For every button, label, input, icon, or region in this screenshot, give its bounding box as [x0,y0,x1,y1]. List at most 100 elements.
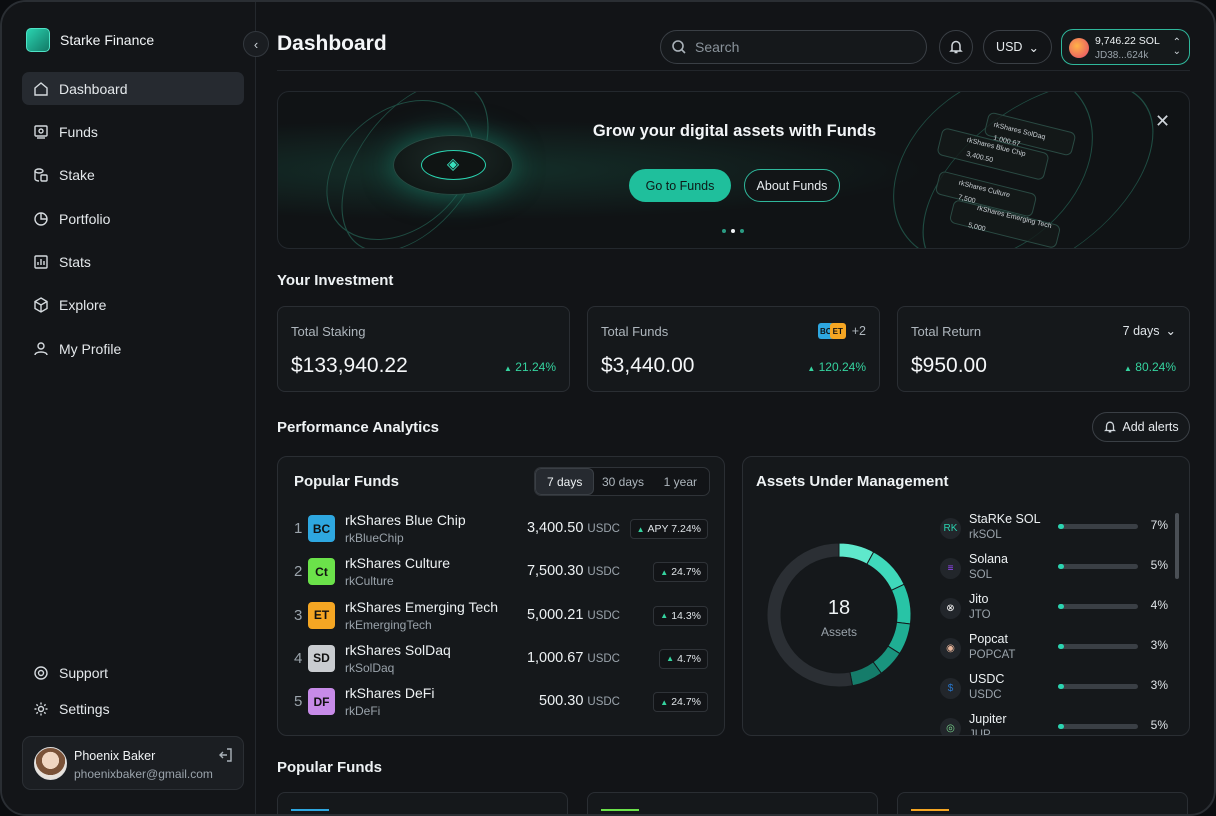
currency-value: USD [996,40,1023,54]
sidebar-item-funds[interactable]: Funds [22,115,244,148]
total-return-card: Total Return 7 days ⌄ $950.00 ▲ 80.24% [897,306,1190,392]
fund-ticker: rkCulture [345,574,394,589]
user-icon [33,341,49,357]
sidebar-item-label: Stats [59,254,91,271]
sidebar-item-label: Stake [59,167,95,184]
asset-row[interactable]: ◎ Jupiter JUP 5% [940,712,1168,735]
up-triangle-icon: ▲ [660,567,669,577]
close-icon[interactable]: ✕ [1155,111,1171,131]
tab-7-days[interactable]: 7 days [535,468,595,495]
donut-segment[interactable] [866,551,905,591]
extra-funds-count: +2 [851,324,866,338]
change-value: 21.24% [515,360,556,374]
card-value: $3,440.00 [601,354,695,377]
asset-icon: ⊗ [940,598,961,619]
about-funds-button[interactable]: About Funds [744,169,840,202]
fund-card[interactable] [897,792,1188,814]
asset-icon: ◎ [940,718,961,735]
search-input[interactable] [695,39,895,55]
asset-row[interactable]: RK StaRKe SOL rkSOL 7% [940,512,1168,546]
logout-icon[interactable] [217,747,233,763]
pie-chart-icon [33,211,49,227]
aum-panel: Assets Under Management 18 Assets RK StaR… [742,456,1190,736]
fund-value: 3,400.50 USDC [527,520,620,536]
asset-ticker: USDC [969,689,1002,701]
fund-unit: USDC [587,696,620,709]
sidebar-item-support[interactable]: Support [22,656,244,689]
period-select[interactable]: 7 days ⌄ [1123,323,1176,339]
tab-1-year[interactable]: 1 year [663,474,697,489]
fund-unit: USDC [587,566,620,579]
fund-amount: 500.30 [539,693,584,710]
change-value: 80.24% [1135,360,1176,374]
fund-card[interactable] [277,792,568,814]
collapse-sidebar-button[interactable]: ‹ [243,31,269,57]
chevron-left-icon: ‹ [253,36,259,52]
carousel-dot[interactable] [722,229,726,233]
brand[interactable]: Starke Finance [26,28,154,52]
fund-value: 500.30 USDC [539,693,620,709]
fund-row[interactable]: 4 SD rkShares SolDaq rkSolDaq 1,000.67 USDC ▲ 4… [294,640,708,676]
asset-share-bar-fill [1058,724,1064,729]
sidebar-item-my-profile[interactable]: My Profile [22,332,244,365]
add-alerts-button[interactable]: Add alerts [1092,412,1190,442]
fund-change-chip: ▲ 14.3% [653,605,708,626]
up-triangle-icon: ▲ [636,524,645,534]
brand-name: Starke Finance [60,32,155,48]
go-to-funds-button[interactable]: Go to Funds [629,169,731,202]
sidebar-item-stake[interactable]: Stake [22,159,244,192]
fund-change: 4.7% [677,652,701,665]
analytics-title: Performance Analytics [277,419,440,436]
asset-row[interactable]: ≡ Solana SOL 5% [940,552,1168,586]
sidebar-item-stats[interactable]: Stats [22,246,244,279]
fund-amount: 3,400.50 [526,520,584,536]
fund-card[interactable] [587,792,878,814]
asset-row[interactable]: $ USDC USDC 3% [940,672,1168,706]
asset-share-bar-fill [1058,564,1064,569]
fund-change-chip: ▲ APY 7.24% [629,519,708,539]
wallet-button[interactable]: 9,746.22 SOL JD38...624k ⌃ ⌄ [1061,29,1190,65]
asset-row[interactable]: ◉ Popcat POPCAT 3% [940,632,1168,666]
wallet-avatar-icon [1069,38,1089,58]
fund-row[interactable]: 2 Ct rkShares Culture rkCulture 7,500.30 USDC… [294,553,708,589]
fund-logos[interactable]: BC ET +2 [817,323,866,339]
fund-row[interactable]: 1 BC rkShares Blue Chip rkBlueChip 3,400.50 U… [294,510,708,546]
asset-ticker: rkSOL [969,529,1002,541]
notifications-button[interactable] [939,30,973,64]
asset-icon: RK [940,518,961,539]
fund-change-chip: ▲ 24.7% [653,562,708,583]
emerging-tech-fund-icon: ET [829,323,846,339]
avatar [34,747,67,780]
sidebar-item-label: Explore [59,297,107,314]
currency-select[interactable]: USD ⌄ [983,30,1052,64]
sidebar-item-portfolio[interactable]: Portfolio [22,202,244,235]
sidebar-item-explore[interactable]: Explore [22,289,244,322]
asset-icon: $ [940,678,961,699]
asset-share-bar [1058,644,1138,649]
asset-share-bar-fill [1058,644,1064,649]
asset-share-bar [1058,564,1138,569]
sidebar-item-dashboard[interactable]: Dashboard [22,72,244,105]
fund-icon: Ct [308,558,335,586]
search-box[interactable] [660,30,927,64]
sidebar-bottom-nav: Support Settings [22,656,244,728]
carousel-dot-active[interactable] [731,229,735,233]
asset-share-bar [1058,604,1138,609]
fund-icon: SD [308,644,335,672]
user-card[interactable]: Phoenix Baker phoenixbaker@gmail.com [22,736,244,790]
fund-name: rkShares Blue Chip [345,512,466,528]
asset-percent: 3% [1150,678,1168,692]
sidebar-item-label: Portfolio [59,210,111,227]
sidebar-item-settings[interactable]: Settings [22,692,244,725]
up-triangle-icon: ▲ [666,654,675,664]
donut-segment[interactable] [766,542,854,688]
fund-row[interactable]: 5 DF rkShares DeFi rkDeFi 500.30 USDC ▲ 24.7% [294,683,708,719]
fund-row[interactable]: 3 ET rkShares Emerging Tech rkEmergingTech 5… [294,597,708,633]
carousel-dot[interactable] [740,229,744,233]
up-triangle-icon: ▲ [660,611,669,621]
scrollbar[interactable] [1175,513,1179,579]
home-icon [33,81,49,97]
asset-row[interactable]: ⊗ Jito JTO 4% [940,592,1168,626]
search-icon [672,40,686,54]
tab-30-days[interactable]: 30 days [601,474,644,489]
